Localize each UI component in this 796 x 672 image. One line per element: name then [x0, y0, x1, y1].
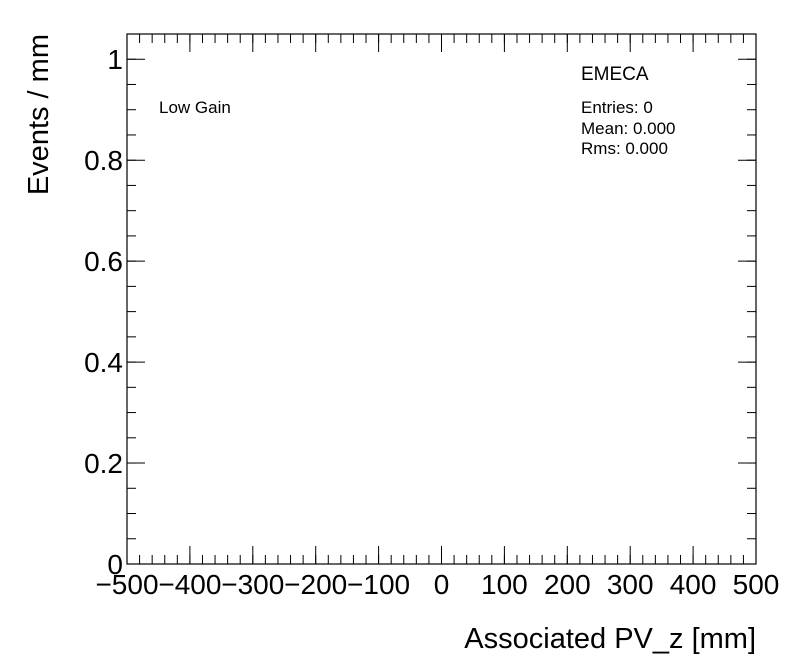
- stats-entries: Entries: 0: [581, 98, 653, 117]
- x-tick-label: −100: [347, 569, 410, 600]
- x-tick-label: −500: [95, 569, 158, 600]
- x-tick-label: −200: [284, 569, 347, 600]
- x-axis-ticks: −500 −400 −300 −200 −100 0 100 200 300 400 500: [95, 34, 779, 600]
- y-tick-label: 0: [107, 549, 123, 580]
- x-tick-label: −400: [158, 569, 221, 600]
- y-axis-ticks: 0 0.2 0.4 0.6 0.8 1: [84, 44, 756, 580]
- x-tick-label: 100: [481, 569, 528, 600]
- stats-rms: Rms: 0.000: [581, 139, 668, 158]
- gain-label: Low Gain: [159, 98, 231, 117]
- y-tick-label: 0.4: [84, 347, 123, 378]
- region-label: EMECA: [581, 64, 649, 85]
- y-tick-label: 1: [107, 44, 123, 75]
- y-tick-label: 0.6: [84, 246, 123, 277]
- y-tick-label: 0.2: [84, 448, 123, 479]
- x-tick-label: 500: [733, 569, 780, 600]
- y-tick-label: 0.8: [84, 145, 123, 176]
- stats-mean: Mean: 0.000: [581, 119, 676, 138]
- x-tick-label: 400: [670, 569, 717, 600]
- x-tick-label: 200: [544, 569, 591, 600]
- x-tick-label: 0: [434, 569, 450, 600]
- x-axis-title: Associated PV_z [mm]: [464, 623, 756, 655]
- x-tick-label: 300: [607, 569, 654, 600]
- x-tick-label: −300: [221, 569, 284, 600]
- y-axis-title: Events / mm: [23, 34, 55, 195]
